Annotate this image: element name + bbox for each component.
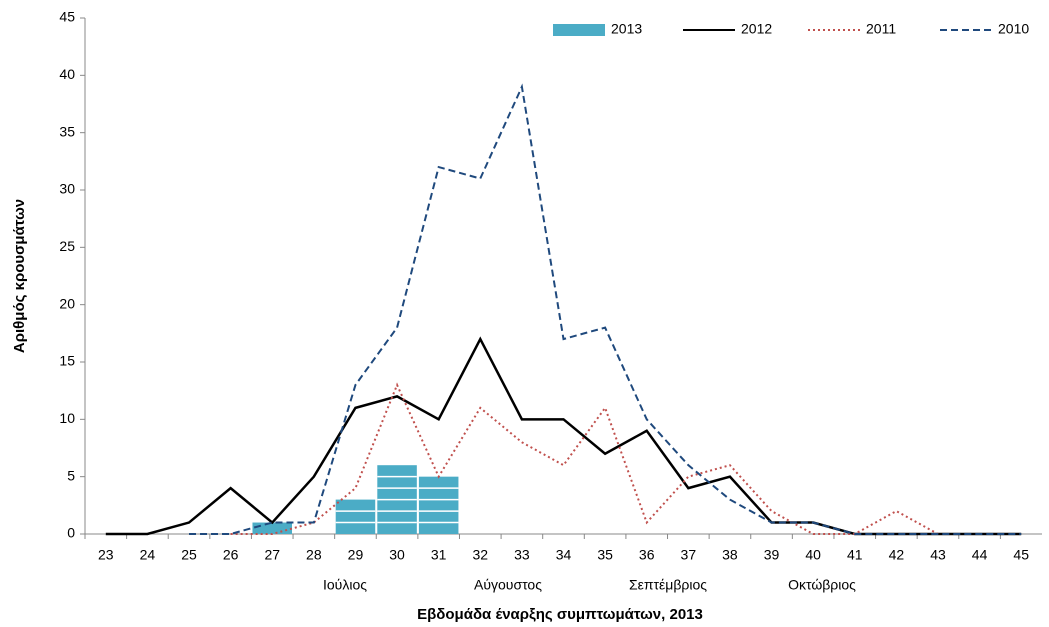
x-axis-title: Εβδομάδα έναρξης συμπτωμάτων, 2013 (417, 606, 703, 623)
x-tick-label: 27 (264, 547, 280, 563)
x-tick-label: 25 (181, 547, 197, 563)
x-tick-label: 41 (847, 547, 863, 563)
legend-swatch (553, 24, 605, 36)
month-label: Ιούλιος (323, 577, 367, 593)
y-tick-label: 20 (59, 295, 75, 311)
y-tick-label: 10 (59, 410, 75, 426)
y-tick-label: 5 (67, 467, 75, 483)
x-tick-label: 35 (597, 547, 613, 563)
y-tick-label: 0 (67, 525, 75, 541)
x-tick-label: 40 (805, 547, 821, 563)
y-tick-label: 25 (59, 238, 75, 254)
bar (335, 499, 376, 534)
bar (418, 476, 459, 534)
x-tick-label: 38 (722, 547, 738, 563)
month-label: Οκτώβριος (788, 577, 856, 593)
x-tick-label: 36 (639, 547, 655, 563)
x-tick-label: 45 (1013, 547, 1029, 563)
line-series (105, 336, 1022, 536)
y-tick-label: 35 (59, 123, 75, 139)
x-tick-label: 26 (223, 547, 239, 563)
y-tick-label: 15 (59, 353, 75, 369)
y-axis-title: Αριθμός κρουσμάτων (11, 199, 28, 353)
x-tick-label: 39 (764, 547, 780, 563)
line-series (189, 83, 1022, 535)
y-tick-label: 40 (59, 66, 75, 82)
x-tick-label: 44 (972, 547, 988, 563)
x-tick-label: 28 (306, 547, 322, 563)
x-tick-label: 24 (140, 547, 156, 563)
x-tick-label: 33 (514, 547, 530, 563)
line-series (230, 382, 939, 535)
y-tick-label: 30 (59, 181, 75, 197)
x-tick-label: 42 (889, 547, 905, 563)
legend-label: 2010 (998, 21, 1029, 37)
x-tick-label: 29 (348, 547, 364, 563)
month-label: Σεπτέμβριος (629, 577, 707, 593)
x-tick-label: 37 (681, 547, 697, 563)
x-tick-label: 43 (930, 547, 946, 563)
legend-label: 2013 (611, 21, 642, 37)
x-tick-label: 23 (98, 547, 114, 563)
x-tick-label: 31 (431, 547, 447, 563)
legend-label: 2012 (741, 21, 772, 37)
legend-label: 2011 (866, 21, 896, 37)
x-tick-label: 34 (556, 547, 572, 563)
bar (252, 522, 293, 534)
month-label: Αύγουστος (474, 577, 542, 593)
x-tick-label: 30 (389, 547, 405, 563)
x-tick-label: 32 (472, 547, 488, 563)
y-tick-label: 45 (59, 9, 75, 25)
